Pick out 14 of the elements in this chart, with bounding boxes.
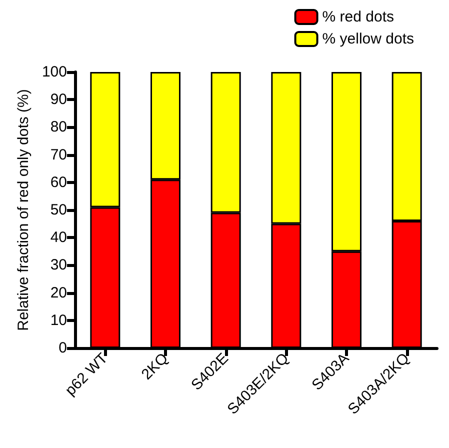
y-tick-label: 0 (58, 340, 67, 356)
y-tick-label: 70 (50, 146, 67, 164)
y-tick-label: 10 (50, 312, 67, 329)
y-tick-label: 90 (50, 91, 67, 108)
y-tick-label: 60 (50, 174, 67, 191)
y-tick-label: 50 (50, 202, 67, 218)
y-tick-label: 40 (50, 229, 67, 246)
y-tick-label: 20 (50, 284, 67, 302)
y-tick-label: 80 (50, 118, 67, 136)
y-tick-label: 30 (50, 256, 67, 274)
legend-label: % red dots (322, 8, 394, 26)
legend-label: % yellow dots (322, 30, 414, 48)
y-axis-title: Relative fraction of red only dots (%) (15, 89, 32, 331)
y-tick-label: 100 (42, 64, 67, 80)
